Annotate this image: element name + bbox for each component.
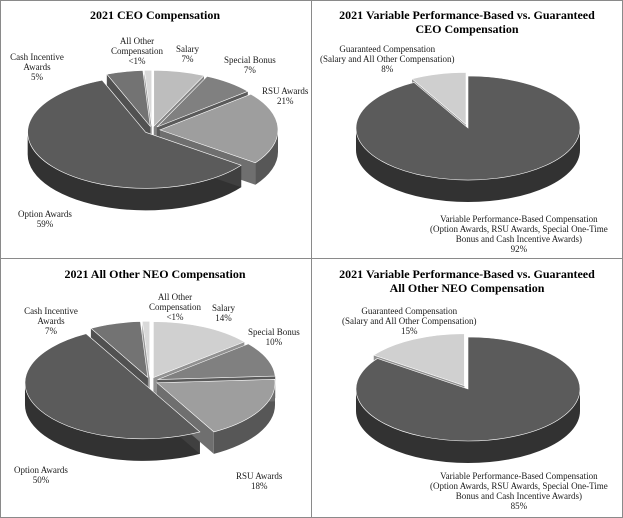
pie-chart <box>27 69 279 211</box>
slice-label-option-awards: Option Awards 59% <box>18 209 72 229</box>
slice-face-rsu-awards <box>157 382 214 454</box>
slice-option-awards <box>27 79 242 189</box>
slice-side-rsu-awards <box>213 382 276 454</box>
pie-chart <box>24 320 276 461</box>
slice-all-other-compensation <box>141 320 151 378</box>
slice-guaranteed-compensation <box>373 333 465 387</box>
slice-cash-incentive-awards <box>90 321 149 379</box>
slice-side-variable-performance-based-compensation <box>356 389 580 463</box>
slice-label-salary: Salary 7% <box>176 44 199 64</box>
slice-label-variable: Variable Performance-Based Compensation … <box>430 471 608 511</box>
slice-side-option-awards <box>24 382 200 461</box>
panel-ceo-variable-vs-guaranteed: 2021 Variable Performance-Based vs. Guar… <box>312 0 622 258</box>
slice-variable-performance-based-compensation <box>355 336 581 442</box>
slice-label-guaranteed: Guaranteed Compensation (Salary and All … <box>342 306 477 336</box>
horizontal-divider <box>0 258 623 259</box>
slice-label-rsu-awards: RSU Awards 21% <box>262 86 309 106</box>
slice-label-all-other: All Other Compensation <1% <box>111 36 163 66</box>
slice-rsu-awards <box>159 93 279 164</box>
slice-all-other-compensation <box>143 69 153 127</box>
vertical-divider <box>311 0 312 518</box>
slice-special-bonus <box>157 343 276 380</box>
slice-label-special-bonus: Special Bonus 10% <box>248 327 300 347</box>
panel-neo-compensation: 2021 All Other NEO Compensation Salary 14… <box>0 259 310 517</box>
panel-neo-variable-vs-guaranteed: 2021 Variable Performance-Based vs. Guar… <box>312 259 622 517</box>
slice-side-option-awards <box>27 132 242 211</box>
panel-ceo-compensation: 2021 CEO Compensation Salary 7% Special B… <box>0 0 310 258</box>
slice-option-awards <box>24 333 201 440</box>
slice-guaranteed-compensation <box>411 72 467 126</box>
slice-label-guaranteed: Guaranteed Compensation (Salary and All … <box>320 44 455 74</box>
slice-special-bonus <box>156 76 249 128</box>
slice-label-salary: Salary 14% <box>212 303 235 323</box>
slice-label-special-bonus: Special Bonus 7% <box>224 55 276 75</box>
slice-label-all-other: All Other Compensation <1% <box>149 292 201 322</box>
slice-side-variable-performance-based-compensation <box>356 128 580 202</box>
slice-cash-incentive-awards <box>106 70 151 128</box>
slice-label-rsu-awards: RSU Awards 18% <box>236 471 283 491</box>
slice-rsu-awards <box>156 379 276 433</box>
chart-title: 2021 Variable Performance-Based vs. Guar… <box>339 267 595 295</box>
slice-face-all-other-compensation <box>142 321 150 400</box>
chart-title: 2021 All Other NEO Compensation <box>64 267 246 281</box>
slice-label-option-awards: Option Awards 50% <box>14 465 68 485</box>
slice-variable-performance-based-compensation <box>355 75 581 181</box>
slice-salary <box>153 321 246 379</box>
slice-label-variable: Variable Performance-Based Compensation … <box>430 214 608 254</box>
slice-label-cash-incentive: Cash Incentive Awards 7% <box>24 306 78 336</box>
pie-chart <box>355 72 581 202</box>
chart-title: 2021 Variable Performance-Based vs. Guar… <box>339 8 595 36</box>
slice-side-rsu-awards <box>255 129 278 185</box>
slice-label-cash-incentive: Cash Incentive Awards 5% <box>10 52 64 82</box>
pie-chart <box>355 333 581 463</box>
chart-title: 2021 CEO Compensation <box>89 8 220 22</box>
slice-salary <box>153 69 205 128</box>
